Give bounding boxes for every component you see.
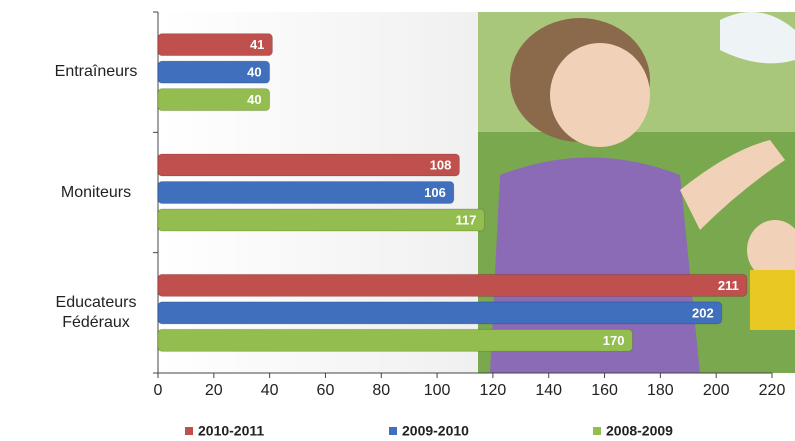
x-tick-label: 40: [261, 382, 279, 399]
bar: [157, 273, 748, 297]
y-tick-label: Entraîneurs: [54, 63, 138, 81]
illustration: [478, 12, 795, 373]
data-label: 170: [603, 333, 625, 348]
legend-label: 2010-2011: [198, 423, 264, 439]
legend-label: 2009-2010: [402, 423, 469, 439]
y-tick-label: Moniteurs: [60, 183, 132, 201]
x-tick-label: 220: [759, 382, 786, 399]
legend-label: 2008-2009: [606, 423, 673, 439]
x-tick-label: 180: [647, 382, 674, 399]
x-tick-label: 120: [480, 382, 507, 399]
x-tick-label: 0: [154, 382, 163, 399]
bar: [157, 33, 273, 57]
data-label: 117: [456, 212, 477, 227]
bar: [157, 88, 271, 112]
x-tick-label: 100: [424, 382, 451, 399]
legend-marker: [185, 427, 193, 435]
data-label: 40: [247, 65, 261, 80]
bar: [157, 328, 633, 352]
x-tick-label: 160: [591, 382, 618, 399]
bar: [157, 60, 271, 84]
legend-marker: [389, 427, 397, 435]
data-label: 106: [424, 185, 446, 200]
x-tick-label: 80: [372, 382, 390, 399]
data-label: 211: [718, 278, 739, 293]
x-tick-label: 60: [317, 382, 335, 399]
bar: [157, 208, 486, 232]
y-tick-label: Educateurs Fédéraux: [55, 293, 137, 331]
bar: [157, 181, 455, 204]
data-label: 40: [247, 92, 261, 107]
data-label: 202: [692, 305, 714, 320]
legend-marker: [593, 427, 601, 435]
x-tick-label: 20: [205, 382, 223, 399]
data-label: 108: [430, 157, 452, 172]
x-tick-label: 200: [703, 382, 730, 399]
data-label: 41: [250, 37, 264, 52]
bar: [157, 301, 723, 325]
x-tick-label: 140: [535, 382, 562, 399]
bar: [157, 153, 460, 177]
